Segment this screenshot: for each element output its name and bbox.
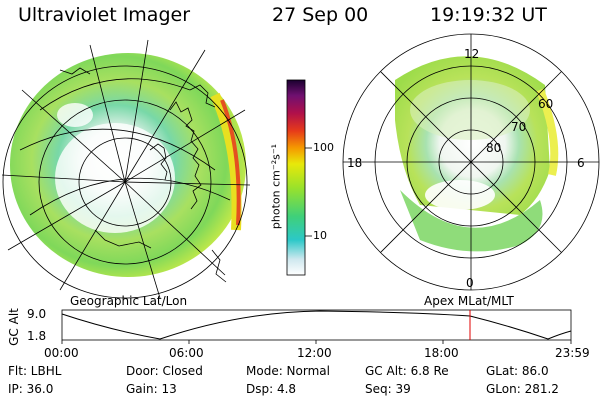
x-tick-label: 23:59 [555, 346, 590, 360]
mlat-80-label: 80 [486, 141, 502, 155]
info-filter: Flt: LBHL [8, 364, 62, 378]
info-seq: Seq: 39 [365, 382, 411, 396]
info-door: Door: Closed [126, 364, 203, 378]
mlat-70-label: 70 [511, 120, 527, 134]
colorbar-unit-label: photon cm⁻²s⁻¹ [269, 143, 283, 230]
polar-image [342, 33, 600, 291]
mlat-60-label: 60 [538, 97, 554, 111]
y-max-label: 9.0 [27, 307, 47, 321]
colorbar [286, 79, 306, 276]
x-tick-label: 06:00 [169, 346, 204, 360]
mlt-12-label: 12 [464, 47, 480, 61]
info-ip: IP: 36.0 [8, 382, 54, 396]
x-tick-label: 18:00 [424, 346, 459, 360]
time-label: 19:19:32 UT [430, 4, 547, 26]
mlt-0-label: 0 [466, 276, 474, 290]
mlt-6-label: 6 [577, 156, 585, 170]
info-gain: Gain: 13 [126, 382, 177, 396]
info-glon: GLon: 281.2 [486, 382, 559, 396]
altitude-timeline [61, 309, 572, 344]
colorbar-tick-10: 10 [313, 229, 327, 242]
geographic-image [1, 39, 251, 299]
info-glat: GLat: 86.0 [486, 364, 549, 378]
y-axis-label: GC Alt [7, 308, 21, 346]
apex-axis-title: Apex MLat/MLT [424, 294, 514, 308]
instrument-title: Ultraviolet Imager [18, 4, 191, 26]
date-label: 27 Sep 00 [272, 4, 369, 26]
x-tick-label: 12:00 [297, 346, 332, 360]
y-min-label: 1.8 [27, 329, 47, 343]
info-gc-alt: GC Alt: 6.8 Re [365, 364, 449, 378]
geographic-axis-title: Geographic Lat/Lon [70, 294, 188, 308]
info-mode: Mode: Normal [246, 364, 330, 378]
colorbar-tick-100: 100 [313, 141, 334, 154]
x-tick-label: 00:00 [44, 346, 79, 360]
info-dsp: Dsp: 4.8 [246, 382, 297, 396]
mlt-18-label: 18 [347, 156, 363, 170]
